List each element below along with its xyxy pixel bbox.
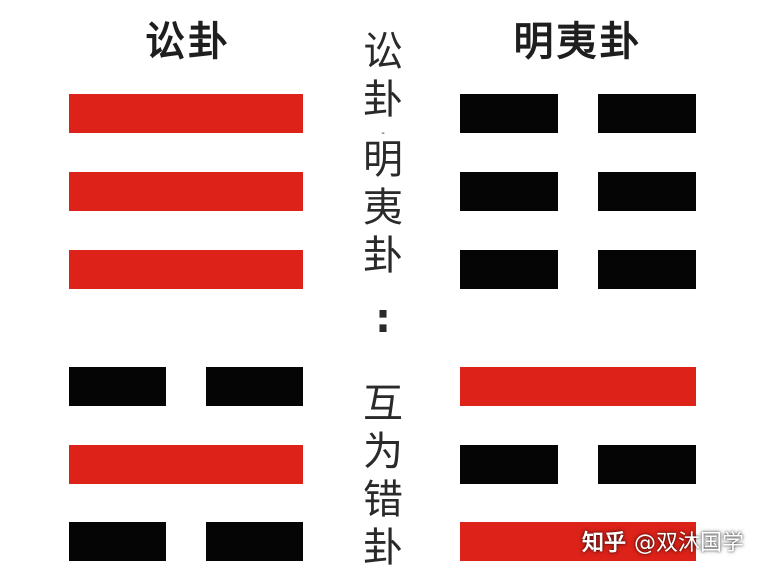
caption-char: 错: [363, 477, 403, 523]
watermark-site: 知乎: [582, 531, 627, 556]
yin-broken-bar-segment: [460, 445, 558, 484]
caption-char: 卦: [363, 525, 403, 571]
center-caption: 讼 卦 - 明 夷 卦 :: [358, 32, 408, 354]
caption-char: 夷: [363, 185, 403, 231]
caption-char: 互: [363, 381, 403, 427]
right-line-3: [460, 250, 696, 289]
yin-broken-bar-segment: [460, 172, 558, 211]
right-line-5: [460, 445, 696, 484]
yin-broken-bar-segment: [598, 172, 696, 211]
left-line-1: [69, 94, 303, 133]
left-line-4: [69, 367, 303, 406]
yin-broken-bar-segment: [598, 250, 696, 289]
center-caption-conclusion: 互 为 错 卦: [358, 384, 408, 576]
right-hexagram-title: 明夷卦: [513, 19, 643, 65]
yang-solid-bar: [69, 250, 303, 289]
caption-char: 卦: [363, 77, 403, 123]
caption-colon: :: [375, 296, 391, 342]
yin-broken-bar-segment: [460, 94, 558, 133]
yin-broken-bar-segment: [598, 94, 696, 133]
left-line-2: [69, 172, 303, 211]
caption-char: 讼: [363, 29, 403, 75]
yin-broken-bar-segment: [206, 367, 303, 406]
caption-char: 明: [363, 137, 403, 183]
yin-broken-bar-segment: [69, 522, 166, 561]
yin-broken-bar-segment: [598, 445, 696, 484]
yang-solid-bar: [460, 367, 696, 406]
yang-solid-bar: [460, 522, 696, 561]
yin-broken-bar-segment: [69, 367, 166, 406]
right-line-2: [460, 172, 696, 211]
left-line-3: [69, 250, 303, 289]
caption-char: 卦: [363, 233, 403, 279]
yin-broken-bar-segment: [460, 250, 558, 289]
watermark-handle: @双沐国学: [634, 531, 745, 556]
right-line-4: [460, 367, 696, 406]
right-line-6: [460, 522, 696, 561]
yang-solid-bar: [69, 94, 303, 133]
left-line-5: [69, 445, 303, 484]
caption-char: 为: [363, 429, 403, 475]
left-hexagram-title: 讼卦: [145, 19, 231, 65]
left-line-6: [69, 522, 303, 561]
zhihu-watermark: 知乎 @双沐国学: [582, 528, 744, 560]
yang-solid-bar: [69, 445, 303, 484]
right-line-1: [460, 94, 696, 133]
yin-broken-bar-segment: [206, 522, 303, 561]
caption-dash: -: [381, 128, 385, 139]
yang-solid-bar: [69, 172, 303, 211]
